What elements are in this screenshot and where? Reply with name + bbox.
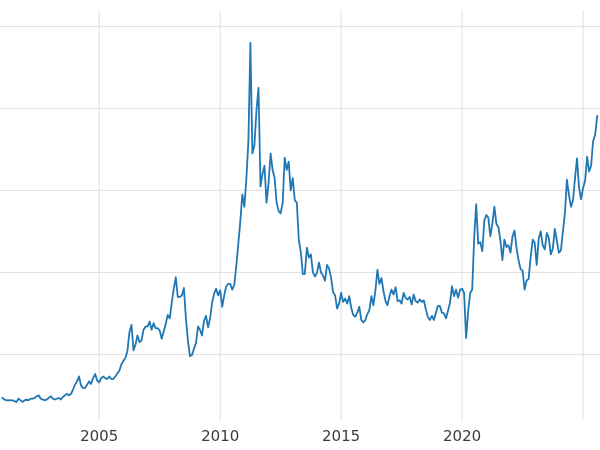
x-tick-label: 2020 <box>443 427 481 445</box>
x-tick-label: 2015 <box>322 427 360 445</box>
price-line <box>1 41 599 403</box>
x-tick-label: 2010 <box>201 427 239 445</box>
x-tick-label: 2005 <box>80 427 118 445</box>
